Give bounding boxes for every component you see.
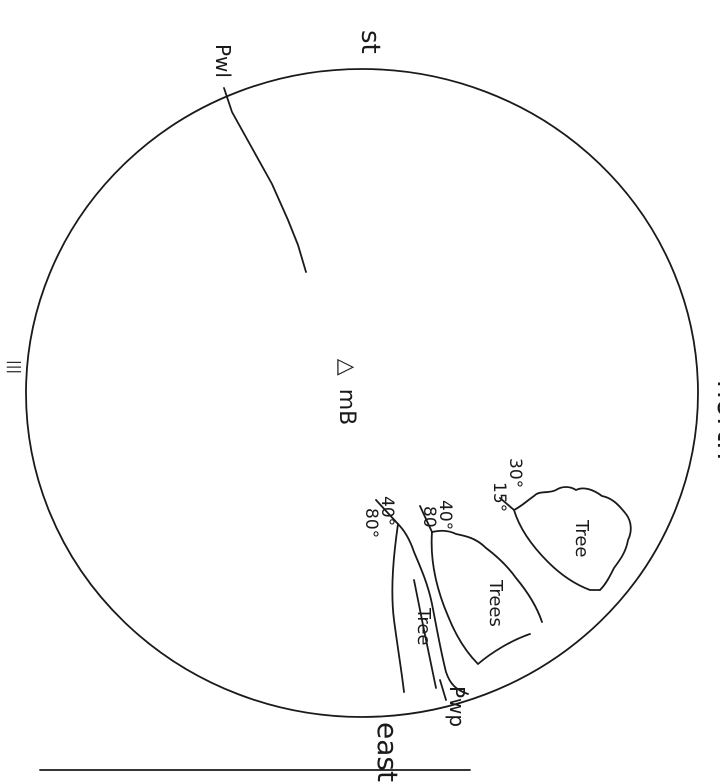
horizon-circle (25, 68, 699, 718)
feature-name-1: Tree (571, 519, 592, 558)
label-west-partial: st (355, 30, 385, 54)
label-east: east (371, 722, 404, 782)
trees-base-2 (430, 531, 531, 665)
pole-label-bottom: Pwp (445, 686, 469, 727)
feature-name-2: Trees (485, 579, 506, 627)
angle-tick-2 (419, 505, 433, 533)
station-symbol: △ (334, 359, 359, 376)
angle-tick-3 (375, 499, 399, 525)
angle-tick-1 (499, 497, 515, 511)
tree-base-3 (391, 523, 405, 693)
label-faint-left: ||| (6, 360, 22, 374)
tree-line-3 (413, 579, 437, 689)
station-name: mB (334, 389, 359, 426)
trees-outline-2 (431, 529, 543, 623)
feature-name-3: Tree (413, 607, 434, 646)
tree-outline-3 (397, 523, 469, 695)
label-north: north (710, 380, 720, 460)
station-label: △ mB (334, 359, 359, 425)
angle-label-3b: 80° (361, 508, 381, 538)
angle-label-2b: 80 (419, 506, 439, 528)
pole-line (223, 87, 307, 273)
pole-marker-bottom (439, 679, 447, 701)
angle-label-2a: 40° (435, 500, 455, 530)
tree-base-1 (513, 509, 601, 591)
angle-label-1a: 30° (505, 458, 525, 488)
angle-label-1b: 15° (489, 482, 509, 512)
angle-label-3a: 40° (377, 496, 397, 526)
tree-outline-1 (513, 486, 632, 591)
pole-label-top: Pwl (211, 44, 235, 78)
